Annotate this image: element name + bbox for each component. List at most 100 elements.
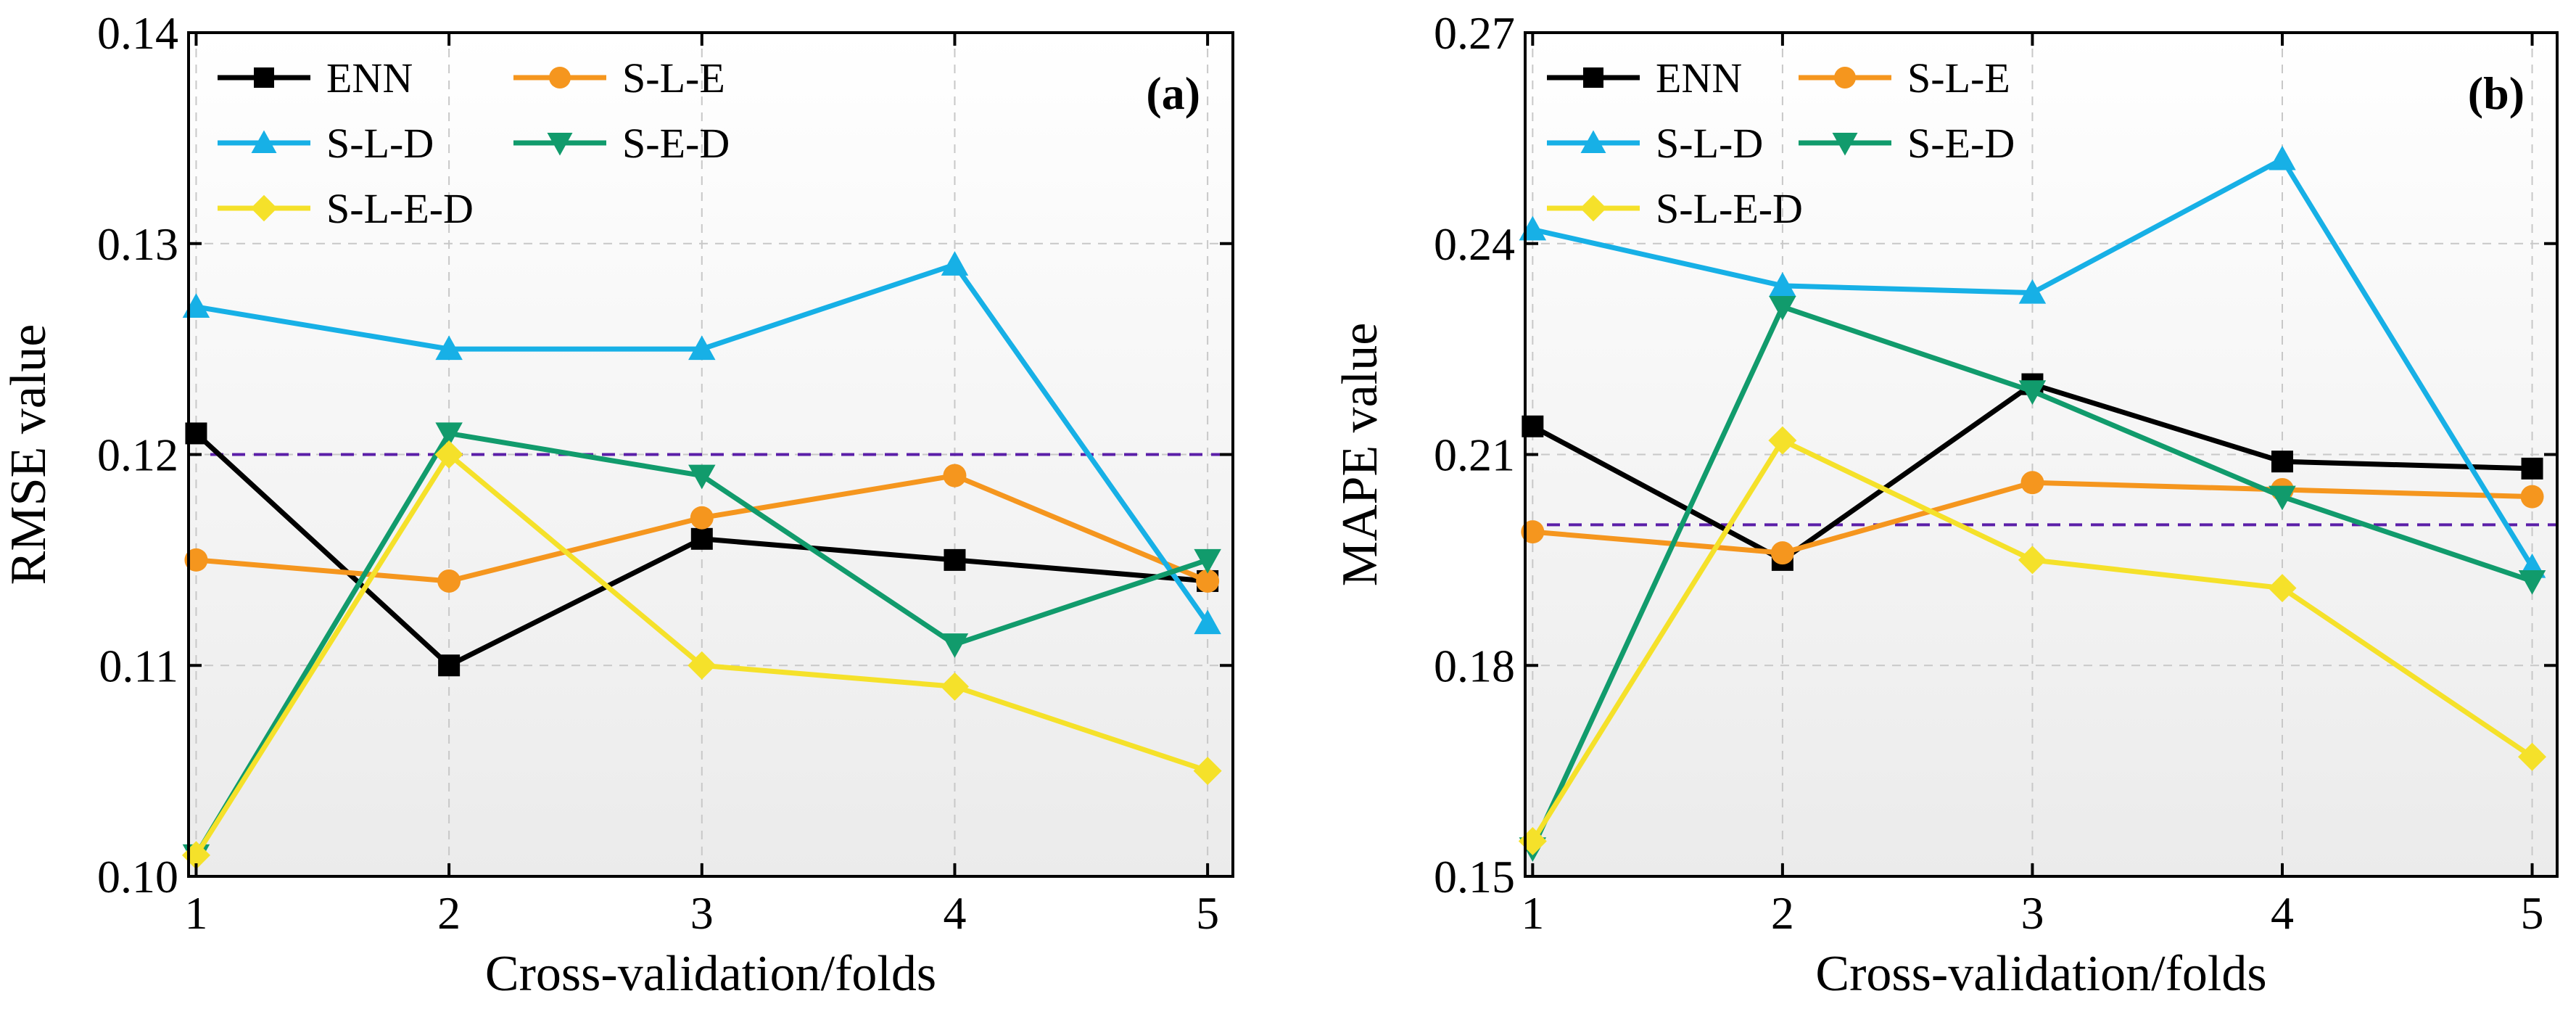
series-S-L-E-D xyxy=(181,440,1222,870)
legend-marker xyxy=(251,130,277,153)
y-axis: 0.10 0.11 0.12 0.13 0.14 xyxy=(97,7,1233,902)
legend: ENN S-L-E S-L-D S-E-D S-L-E-D xyxy=(1547,54,2015,232)
data-point xyxy=(1194,548,1221,574)
x-axis-title: Cross-validation/folds xyxy=(1815,946,2266,1002)
x-tick-label: 5 xyxy=(2521,887,2544,939)
data-point xyxy=(690,506,714,530)
data-point xyxy=(2269,485,2296,511)
y-axis-title: RMSE value xyxy=(1,324,57,585)
legend-item-S-L-E: S-L-E xyxy=(1799,54,2010,102)
data-point xyxy=(2518,569,2546,595)
x-tick-label: 2 xyxy=(437,887,461,939)
data-point xyxy=(1521,520,1545,544)
y-tick-label: 0.11 xyxy=(99,640,178,691)
data-point xyxy=(2518,742,2547,771)
data-point xyxy=(1769,295,1796,321)
legend-label: S-L-E xyxy=(622,54,725,102)
legend-label: S-L-D xyxy=(326,120,434,167)
x-axis: 1 2 3 4 5 xyxy=(1521,33,2544,939)
data-point xyxy=(2268,574,2297,603)
data-point xyxy=(2271,451,2293,473)
data-point xyxy=(2520,485,2544,509)
data-point xyxy=(688,464,716,490)
y-tick-label: 0.18 xyxy=(1434,640,1515,691)
y-axis-title: MAPE value xyxy=(1332,323,1388,587)
y-tick-label: 0.10 xyxy=(97,851,178,902)
y-tick-label: 0.27 xyxy=(1434,7,1515,59)
legend-marker xyxy=(250,194,278,222)
legend-label: S-L-D xyxy=(1656,120,1763,167)
x-tick-label: 4 xyxy=(943,887,966,939)
y-tick-label: 0.14 xyxy=(97,7,178,59)
y-tick-label: 0.12 xyxy=(97,429,178,481)
x-axis: 1 2 3 4 5 xyxy=(184,33,1219,939)
legend-item-S-L-D: S-L-D xyxy=(218,120,434,167)
data-point xyxy=(2269,145,2296,170)
data-point xyxy=(1768,426,1797,455)
series-S-L-E-D xyxy=(1518,426,2547,856)
data-point xyxy=(690,527,713,550)
legend-label: S-E-D xyxy=(622,120,730,167)
chart-panel-a: 0.10 0.11 0.12 0.13 0.14 1 2 3 4 5 Cross-validatio… xyxy=(1,7,1234,1002)
data-point xyxy=(2521,457,2543,480)
legend-label: ENN xyxy=(326,54,413,102)
legend-item-S-L-E: S-L-E xyxy=(513,54,725,102)
x-tick-label: 1 xyxy=(1521,887,1544,939)
legend-marker xyxy=(547,133,573,156)
y-tick-label: 0.24 xyxy=(1434,218,1515,270)
y-tick-label: 0.21 xyxy=(1434,429,1515,481)
legend-marker xyxy=(1832,133,1858,156)
data-point xyxy=(688,335,716,361)
data-point xyxy=(434,440,463,469)
legend: ENN S-L-E S-L-D S-E-D S-L-E-D xyxy=(218,54,730,232)
data-point xyxy=(2018,279,2047,304)
data-point xyxy=(2018,380,2047,406)
series-S-L-D xyxy=(182,251,1221,635)
legend-marker xyxy=(254,67,274,88)
data-point xyxy=(184,548,208,572)
legend-label: S-L-E-D xyxy=(326,185,474,232)
data-point xyxy=(1770,541,1794,565)
data-point xyxy=(688,651,717,680)
legend-item-S-L-E-D: S-L-E-D xyxy=(218,185,474,232)
x-tick-label: 1 xyxy=(184,887,207,939)
data-point xyxy=(435,335,463,361)
x-tick-label: 5 xyxy=(1196,887,1219,939)
y-tick-label: 0.15 xyxy=(1434,851,1515,902)
data-point xyxy=(1196,569,1220,593)
legend-marker xyxy=(1834,67,1856,89)
data-point xyxy=(1769,272,1796,297)
data-point xyxy=(940,672,969,701)
legend-marker xyxy=(1580,130,1606,153)
data-point xyxy=(1194,609,1221,635)
legend-label: S-L-E xyxy=(1907,54,2010,102)
chart-panel-b: 0.15 0.18 0.21 0.24 0.27 1 2 3 4 5 Cross-validatio… xyxy=(1332,7,2559,1002)
legend-item-S-L-D: S-L-D xyxy=(1547,120,1763,167)
y-tick-label: 0.13 xyxy=(97,218,178,270)
panel-label: (a) xyxy=(1146,67,1200,119)
x-tick-label: 3 xyxy=(2020,887,2044,939)
panel-label: (b) xyxy=(2468,67,2525,119)
data-point xyxy=(437,569,461,593)
legend-marker xyxy=(1583,67,1603,88)
x-axis-title: Cross-validation/folds xyxy=(485,946,936,1002)
legend-item-ENN: ENN xyxy=(218,54,413,102)
x-tick-label: 4 xyxy=(2271,887,2294,939)
x-tick-label: 2 xyxy=(1771,887,1794,939)
legend-marker xyxy=(549,67,571,89)
legend-item-S-L-E-D: S-L-E-D xyxy=(1547,185,1803,232)
legend-label: S-L-E-D xyxy=(1656,185,1803,232)
legend-item-S-E-D: S-E-D xyxy=(1799,120,2015,167)
data-point xyxy=(941,251,969,276)
data-point xyxy=(1193,757,1222,786)
data-point xyxy=(941,633,969,658)
data-point xyxy=(944,548,966,571)
legend-label: S-E-D xyxy=(1907,120,2015,167)
data-point xyxy=(435,422,463,448)
legend-marker xyxy=(1580,194,1607,222)
legend-item-ENN: ENN xyxy=(1547,54,1742,102)
data-point xyxy=(943,464,967,488)
data-point xyxy=(2020,471,2044,495)
data-point xyxy=(438,654,461,677)
